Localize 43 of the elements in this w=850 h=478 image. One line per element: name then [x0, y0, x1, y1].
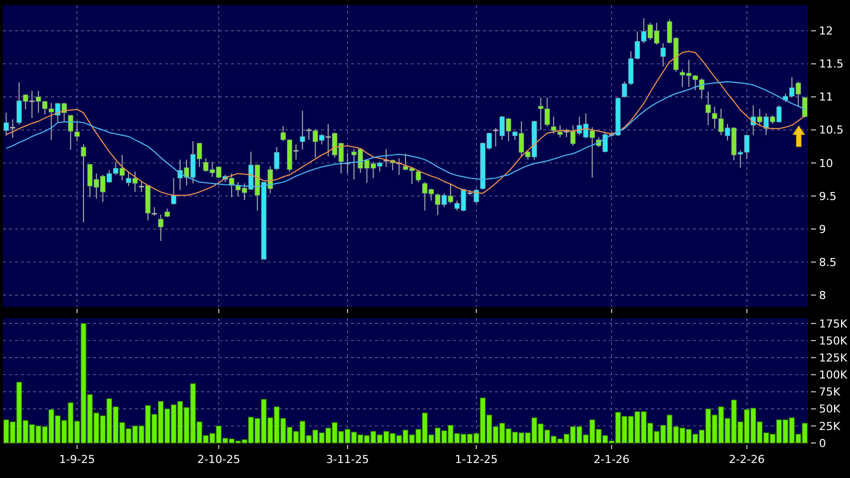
candlestick — [802, 96, 808, 118]
candlestick — [416, 170, 421, 183]
y-tick-label: 8 — [819, 288, 826, 302]
candlestick — [300, 110, 306, 150]
candlestick — [171, 178, 176, 206]
candlestick — [551, 116, 556, 134]
y-tick-label: 9.5 — [819, 190, 836, 203]
candlestick — [74, 122, 80, 142]
candlestick — [138, 182, 144, 193]
x-tick-label: 1-12-25 — [454, 453, 498, 466]
candlestick — [706, 91, 711, 126]
candlestick — [660, 42, 666, 67]
y-tick-label: 10.5 — [819, 124, 844, 137]
candlestick — [293, 144, 299, 160]
candlestick — [158, 214, 164, 242]
y-tick-label: 8.5 — [819, 256, 836, 269]
y-tick-label: 175K — [819, 317, 848, 330]
candlestick — [68, 114, 74, 150]
y-tick-label: 12 — [819, 24, 833, 38]
x-tick-label: 2-10-25 — [197, 453, 240, 466]
y-tick-label: 25K — [819, 420, 841, 433]
x-tick-label: 1-9-25 — [59, 453, 96, 466]
candlestick — [493, 127, 498, 147]
candlestick — [80, 144, 86, 223]
y-tick-label: 11.5 — [819, 58, 844, 71]
x-tick-label: 3-11-25 — [326, 453, 370, 466]
candlestick — [29, 90, 35, 118]
y-tick-label: 50K — [819, 402, 841, 416]
y-tick-label: 0 — [819, 436, 826, 450]
y-tick-label: 150K — [819, 334, 848, 348]
candlestick — [384, 148, 389, 168]
candlestick — [274, 146, 280, 171]
y-tick-label: 100K — [819, 368, 848, 382]
y-tick-label: 75K — [819, 386, 841, 399]
x-tick-label: 2-2-26 — [728, 453, 765, 466]
candlestick — [306, 127, 312, 140]
y-tick-label: 125K — [819, 351, 848, 364]
candlestick — [326, 123, 331, 157]
y-tick-label: 9 — [819, 222, 826, 236]
candlestick — [10, 118, 16, 138]
y-tick-label: 10 — [819, 156, 833, 170]
x-tick-label: 2-1-26 — [594, 453, 630, 466]
y-tick-label: 11 — [819, 90, 833, 104]
